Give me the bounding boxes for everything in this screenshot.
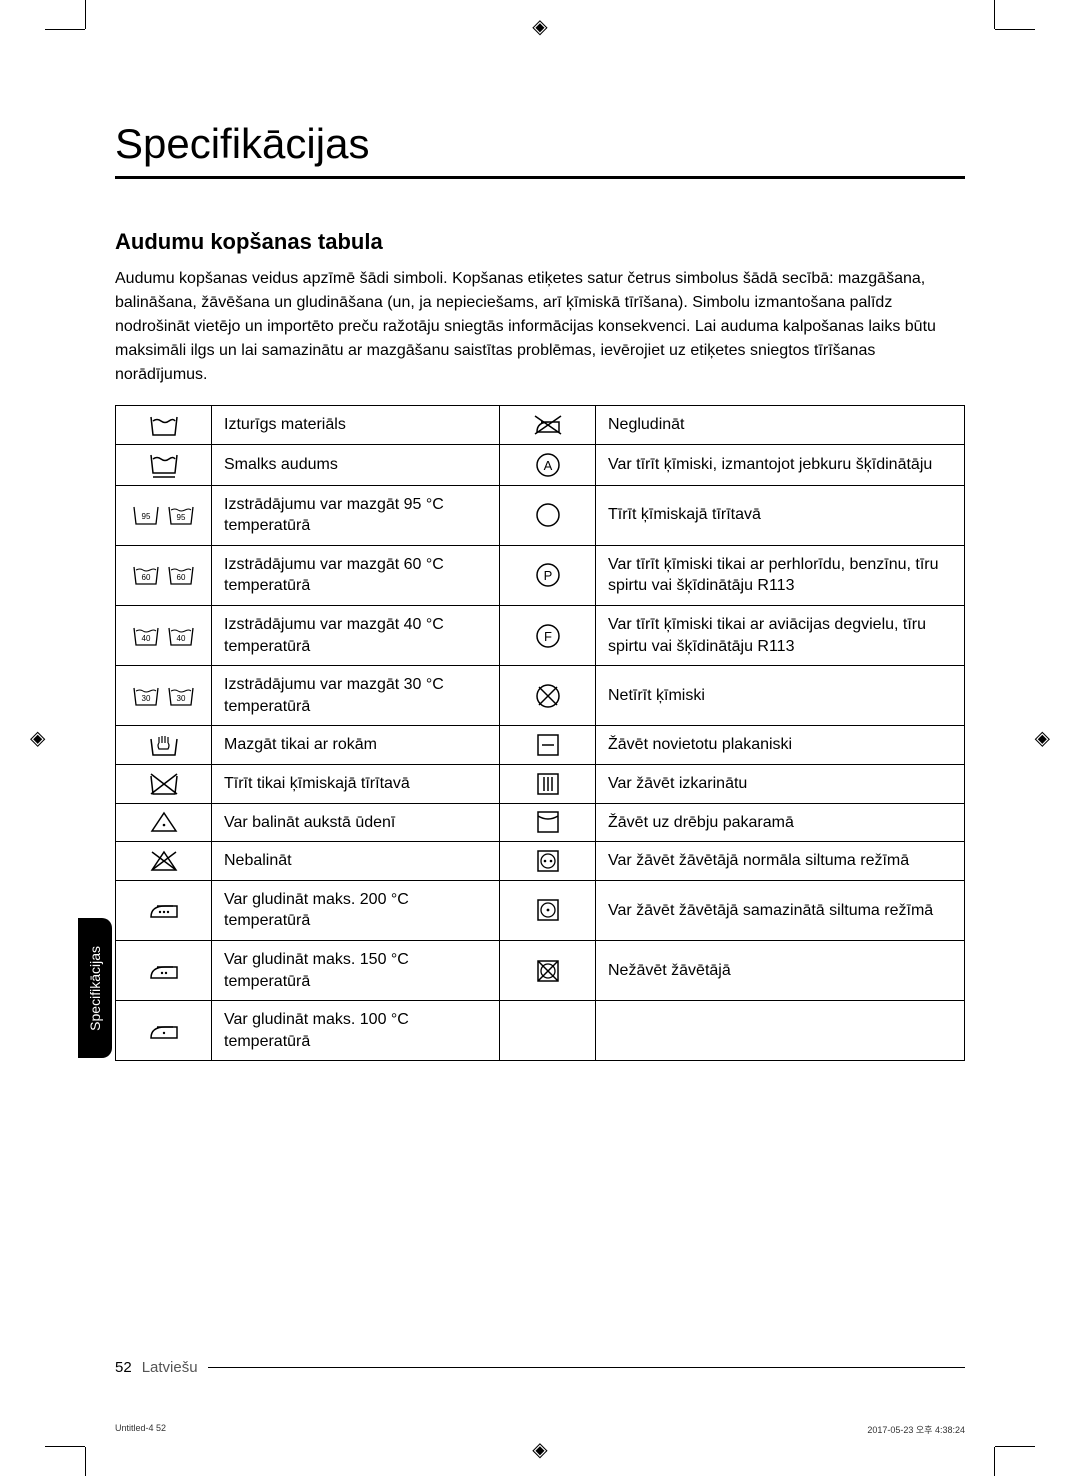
svg-text:95: 95 <box>142 512 151 521</box>
cell-label: Var gludināt maks. 150 °C temperatūrā <box>212 940 500 1000</box>
cell-label: Žāvēt novietotu plakaniski <box>596 726 965 765</box>
tumble-dry-normal-icon <box>500 842 596 881</box>
cell-label: Var žāvēt izkarinātu <box>596 764 965 803</box>
empty-cell <box>500 1001 596 1061</box>
table-row: Var gludināt maks. 200 °C temperatūrā Va… <box>116 880 965 940</box>
table-row: 40 40 Izstrādājumu var mazgāt 40 °C temp… <box>116 605 965 665</box>
cell-label: Izstrādājumu var mazgāt 40 °C temperatūr… <box>212 605 500 665</box>
table-row: 95 95 Izstrādājumu var mazgāt 95 °C temp… <box>116 485 965 545</box>
table-row: Izturīgs materiāls Negludināt <box>116 406 965 445</box>
cell-label: Tīrīt ķīmiskajā tīrītavā <box>596 485 965 545</box>
wash-60-icon: 60 60 <box>116 545 212 605</box>
table-row: Smalks audums A Var tīrīt ķīmiski, izman… <box>116 444 965 485</box>
cell-label: Izturīgs materiāls <box>212 406 500 445</box>
bleach-allowed-icon <box>116 803 212 842</box>
svg-text:40: 40 <box>176 634 185 643</box>
footer-meta-left: Untitled-4 52 <box>115 1423 166 1436</box>
crop-mark <box>994 1447 995 1476</box>
cell-label: Izstrādājumu var mazgāt 60 °C temperatūr… <box>212 545 500 605</box>
crop-mark <box>45 1446 85 1447</box>
cell-label: Var balināt aukstā ūdenī <box>212 803 500 842</box>
svg-text:95: 95 <box>176 513 185 522</box>
dryclean-any-icon: A <box>500 444 596 485</box>
cell-label: Netīrīt ķīmiski <box>596 666 965 726</box>
dryclean-circle-icon <box>500 485 596 545</box>
page-title: Specifikācijas <box>115 120 965 168</box>
cell-label: Var gludināt maks. 100 °C temperatūrā <box>212 1001 500 1061</box>
page-footer: 52 Latviešu <box>115 1359 965 1376</box>
cell-label: Var tīrīt ķīmiski, izmantojot jebkuru šķ… <box>596 444 965 485</box>
language-label: Latviešu <box>142 1359 198 1376</box>
cell-label: Var gludināt maks. 200 °C temperatūrā <box>212 880 500 940</box>
wash-durable-icon <box>116 406 212 445</box>
svg-text:30: 30 <box>142 694 151 703</box>
table-row: Var gludināt maks. 150 °C temperatūrā Ne… <box>116 940 965 1000</box>
wash-40-icon: 40 40 <box>116 605 212 665</box>
page-content: Specifikācijas Audumu kopšanas tabula Au… <box>0 0 1080 1121</box>
svg-text:60: 60 <box>176 573 185 582</box>
table-row: Mazgāt tikai ar rokām Žāvēt novietotu pl… <box>116 726 965 765</box>
cell-label: Var žāvēt žāvētājā samazinātā siltuma re… <box>596 880 965 940</box>
do-not-bleach-icon <box>116 842 212 881</box>
crop-mark <box>85 1447 86 1476</box>
footer-rule <box>208 1367 965 1368</box>
title-rule <box>115 176 965 179</box>
table-row: 60 60 Izstrādājumu var mazgāt 60 °C temp… <box>116 545 965 605</box>
tumble-dry-low-icon <box>500 880 596 940</box>
table-row: Var balināt aukstā ūdenī Žāvēt uz drēbju… <box>116 803 965 842</box>
iron-150-icon <box>116 940 212 1000</box>
wash-95-icon: 95 95 <box>116 485 212 545</box>
do-not-tumble-dry-icon <box>500 940 596 1000</box>
wash-delicate-icon <box>116 444 212 485</box>
iron-100-icon <box>116 1001 212 1061</box>
iron-200-icon <box>116 880 212 940</box>
cell-label <box>596 1001 965 1061</box>
crop-mark <box>995 1446 1035 1447</box>
svg-text:30: 30 <box>176 694 185 703</box>
do-not-dryclean-icon <box>500 666 596 726</box>
cell-label: Var žāvēt žāvētājā normāla siltuma režīm… <box>596 842 965 881</box>
page-number: 52 <box>115 1359 132 1376</box>
footer-meta-right: 2017-05-23 오후 4:38:24 <box>867 1423 965 1436</box>
cell-label: Negludināt <box>596 406 965 445</box>
cell-label: Var tīrīt ķīmiski tikai ar perhlorīdu, b… <box>596 545 965 605</box>
cell-label: Mazgāt tikai ar rokām <box>212 726 500 765</box>
cell-label: Izstrādājumu var mazgāt 95 °C temperatūr… <box>212 485 500 545</box>
intro-text: Audumu kopšanas veidus apzīmē šādi simbo… <box>115 267 965 387</box>
dryclean-p-icon: P <box>500 545 596 605</box>
table-row: Tīrīt tikai ķīmiskajā tīrītavā Var žāvēt… <box>116 764 965 803</box>
wash-30-icon: 30 30 <box>116 666 212 726</box>
dryclean-only-icon <box>116 764 212 803</box>
cell-label: Smalks audums <box>212 444 500 485</box>
cell-label: Nebalināt <box>212 842 500 881</box>
hand-wash-icon <box>116 726 212 765</box>
hang-dry-icon <box>500 803 596 842</box>
do-not-iron-icon <box>500 406 596 445</box>
svg-text:A: A <box>543 458 552 473</box>
svg-text:F: F <box>544 629 552 644</box>
cell-label: Var tīrīt ķīmiski tikai ar aviācijas deg… <box>596 605 965 665</box>
section-title: Audumu kopšanas tabula <box>115 229 965 255</box>
table-row: Var gludināt maks. 100 °C temperatūrā <box>116 1001 965 1061</box>
care-symbols-table: Izturīgs materiāls Negludināt Smalks aud… <box>115 405 965 1061</box>
dryclean-f-icon: F <box>500 605 596 665</box>
svg-text:60: 60 <box>142 573 151 582</box>
table-row: Nebalināt Var žāvēt žāvētājā normāla sil… <box>116 842 965 881</box>
footer-meta: Untitled-4 52 2017-05-23 오후 4:38:24 <box>115 1423 965 1436</box>
cell-label: Žāvēt uz drēbju pakaramā <box>596 803 965 842</box>
cell-label: Tīrīt tikai ķīmiskajā tīrītavā <box>212 764 500 803</box>
drip-dry-icon <box>500 764 596 803</box>
svg-text:40: 40 <box>142 634 151 643</box>
table-row: 30 30 Izstrādājumu var mazgāt 30 °C temp… <box>116 666 965 726</box>
svg-text:P: P <box>543 568 552 583</box>
cell-label: Izstrādājumu var mazgāt 30 °C temperatūr… <box>212 666 500 726</box>
dry-flat-icon <box>500 726 596 765</box>
registration-mark-icon: ◈ <box>532 1437 547 1462</box>
cell-label: Nežāvēt žāvētājā <box>596 940 965 1000</box>
